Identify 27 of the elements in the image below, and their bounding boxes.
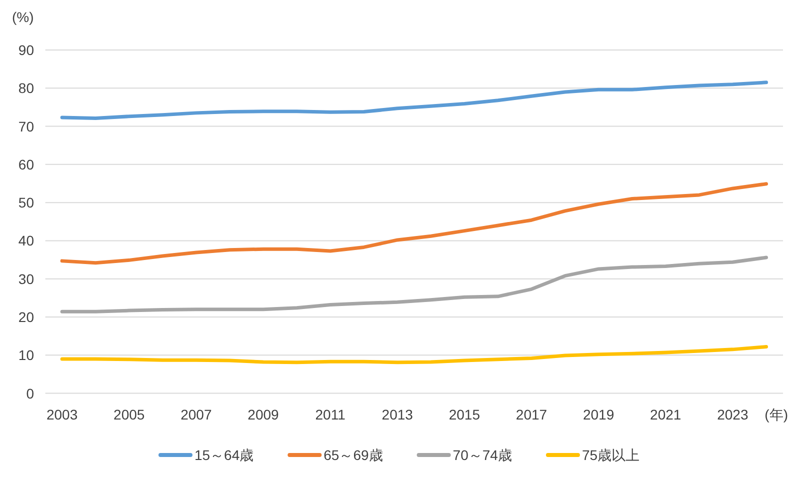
- ytick: 30: [18, 270, 34, 287]
- ylabel: (%): [12, 9, 34, 25]
- xtick: 2015: [448, 406, 480, 422]
- xtick: 2011: [315, 406, 346, 422]
- xlabel: (年): [764, 406, 788, 422]
- ytick: 70: [18, 118, 34, 134]
- ytick: 10: [18, 347, 34, 364]
- xtick: 2023: [717, 406, 748, 422]
- legend-label: 65～69歳: [324, 447, 383, 463]
- ytick: 0: [26, 385, 34, 402]
- xtick: 2019: [583, 406, 614, 422]
- xtick: 2013: [382, 406, 413, 422]
- xtick: 2007: [180, 406, 212, 422]
- xtick: 2005: [114, 406, 145, 422]
- ytick: 60: [18, 156, 34, 172]
- ytick: 90: [18, 42, 34, 58]
- legend-label: 15～64歳: [194, 447, 254, 463]
- xtick: 2009: [248, 406, 279, 422]
- ytick: 40: [18, 232, 34, 249]
- ytick: 80: [18, 80, 34, 96]
- xtick: 2003: [46, 406, 78, 422]
- legend-label: 70～74歳: [452, 447, 512, 463]
- ytick: 50: [18, 194, 34, 211]
- ytick: 20: [18, 309, 34, 325]
- xtick: 2017: [516, 406, 548, 422]
- legend-label: 75歳以上: [582, 447, 640, 463]
- xtick: 2021: [650, 406, 682, 422]
